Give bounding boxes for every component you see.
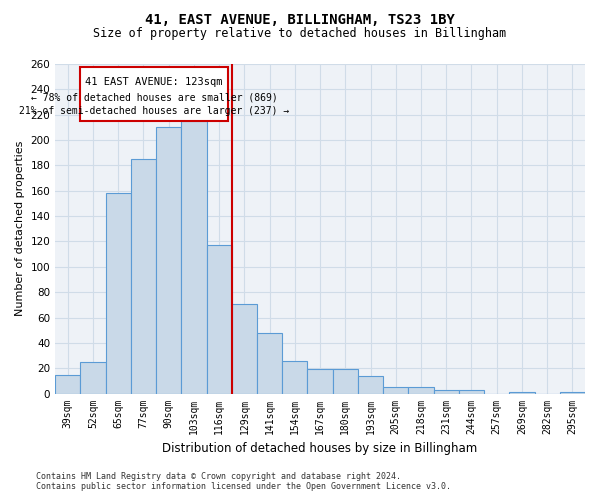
Bar — [509, 392, 535, 394]
Bar — [156, 128, 181, 394]
Bar — [80, 362, 106, 394]
Text: Size of property relative to detached houses in Billingham: Size of property relative to detached ho… — [94, 28, 506, 40]
Bar — [409, 387, 434, 394]
Bar — [55, 374, 80, 394]
Bar — [232, 304, 257, 394]
Text: Contains public sector information licensed under the Open Government Licence v3: Contains public sector information licen… — [36, 482, 451, 491]
Bar — [434, 390, 459, 394]
Y-axis label: Number of detached properties: Number of detached properties — [15, 141, 25, 316]
Bar — [560, 392, 585, 394]
Text: 41, EAST AVENUE, BILLINGHAM, TS23 1BY: 41, EAST AVENUE, BILLINGHAM, TS23 1BY — [145, 12, 455, 26]
Text: Contains HM Land Registry data © Crown copyright and database right 2024.: Contains HM Land Registry data © Crown c… — [36, 472, 401, 481]
Bar — [332, 370, 358, 394]
Bar — [358, 376, 383, 394]
Text: 21% of semi-detached houses are larger (237) →: 21% of semi-detached houses are larger (… — [19, 106, 289, 116]
Bar — [181, 121, 206, 394]
Text: ← 78% of detached houses are smaller (869): ← 78% of detached houses are smaller (86… — [31, 92, 278, 102]
Text: 41 EAST AVENUE: 123sqm: 41 EAST AVENUE: 123sqm — [85, 77, 223, 87]
X-axis label: Distribution of detached houses by size in Billingham: Distribution of detached houses by size … — [163, 442, 478, 455]
Bar — [459, 390, 484, 394]
Bar — [307, 370, 332, 394]
Bar — [383, 387, 409, 394]
Bar — [131, 159, 156, 394]
Bar — [257, 332, 282, 394]
Bar — [206, 246, 232, 394]
Bar — [106, 194, 131, 394]
Bar — [282, 360, 307, 394]
Bar — [80, 66, 228, 121]
